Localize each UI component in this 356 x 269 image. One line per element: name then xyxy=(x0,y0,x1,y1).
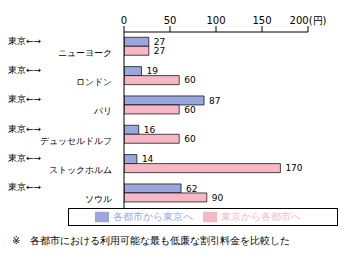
svg-text:27: 27 xyxy=(154,46,165,56)
svg-text:0: 0 xyxy=(121,15,127,26)
svg-text:60: 60 xyxy=(184,75,196,85)
svg-text:ストックホルム: ストックホルム xyxy=(49,165,112,175)
svg-text:東京←→: 東京←→ xyxy=(8,124,42,134)
svg-text:60: 60 xyxy=(184,105,196,115)
svg-text:16: 16 xyxy=(144,125,156,135)
svg-text:19: 19 xyxy=(146,66,158,76)
svg-text:50: 50 xyxy=(164,15,177,26)
svg-text:90: 90 xyxy=(212,193,224,203)
svg-text:60: 60 xyxy=(184,134,196,144)
svg-text:ニューヨーク: ニューヨーク xyxy=(58,48,112,58)
svg-text:150: 150 xyxy=(252,15,271,26)
svg-text:デュッセルドルフ: デュッセルドルフ xyxy=(40,136,112,146)
svg-text:ロンドン: ロンドン xyxy=(76,77,112,87)
svg-text:東京←→: 東京←→ xyxy=(8,94,42,104)
svg-text:200(円): 200(円) xyxy=(290,15,327,26)
svg-text:170: 170 xyxy=(285,163,302,173)
svg-text:東京←→: 東京←→ xyxy=(8,36,42,46)
html-text:※ 各都市における利用可能な最も低廉な割引料金を比較した: ※ 各都市における利用可能な最も低廉な割引料金を比較した xyxy=(12,235,291,246)
svg-text:パリ: パリ xyxy=(93,106,112,116)
html-text:東京から各都市へ: 東京から各都市へ xyxy=(221,211,301,222)
svg-text:87: 87 xyxy=(209,96,220,106)
svg-text:東京←→: 東京←→ xyxy=(8,153,42,163)
svg-text:東京←→: 東京←→ xyxy=(8,182,42,192)
svg-text:14: 14 xyxy=(142,154,154,164)
svg-text:27: 27 xyxy=(153,37,166,47)
svg-text:100: 100 xyxy=(206,15,225,26)
svg-text:62: 62 xyxy=(186,184,197,194)
html-text:各都市から東京へ: 各都市から東京へ xyxy=(113,211,193,222)
svg-text:東京←→: 東京←→ xyxy=(8,65,42,75)
svg-text:ソウル: ソウル xyxy=(85,194,112,204)
